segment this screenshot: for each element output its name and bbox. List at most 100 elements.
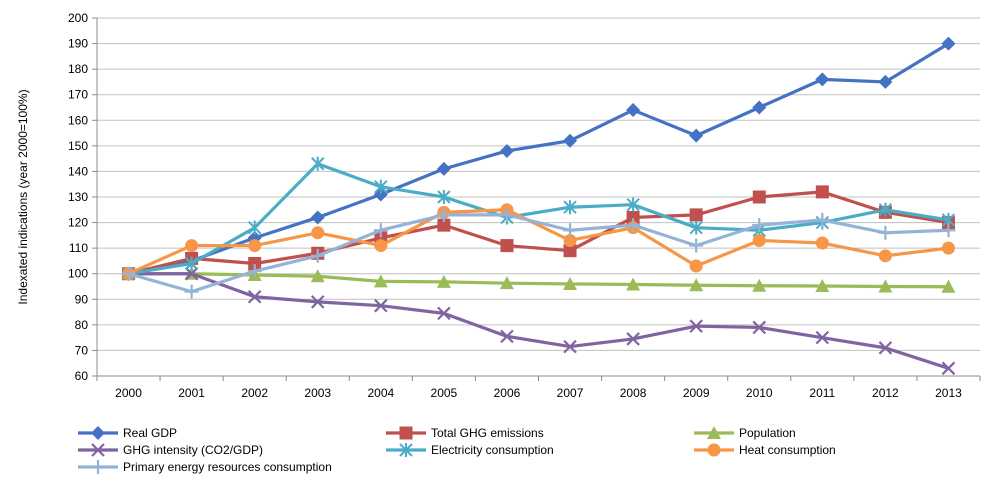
data-point: [500, 239, 514, 253]
data-point: [184, 266, 199, 281]
y-axis-label: Indexated indications (year 2000=100%): [16, 89, 30, 304]
legend-marker: [707, 426, 721, 439]
series-line: [128, 272, 949, 289]
data-point: [626, 332, 640, 346]
legend-marker: [399, 443, 413, 457]
x-tick-label: 2007: [557, 386, 584, 400]
series-line: [128, 272, 949, 370]
data-point: [311, 226, 325, 240]
legend-label: Heat consumption: [739, 443, 836, 457]
series-ghg-intensity-co2-gdp: [121, 266, 956, 376]
data-point: [941, 36, 956, 51]
y-tick-label: 70: [75, 343, 89, 357]
series-primary-energy-resources-consumption: [121, 207, 956, 299]
y-tick-label: 150: [68, 139, 88, 153]
data-point: [436, 274, 451, 288]
data-point: [878, 225, 893, 240]
data-point: [878, 202, 893, 217]
y-tick-label: 120: [68, 216, 88, 230]
y-tick-label: 140: [68, 164, 88, 178]
data-point: [248, 239, 262, 253]
data-point: [815, 330, 830, 345]
data-point: [499, 143, 514, 158]
data-point: [626, 103, 641, 118]
data-point: [563, 223, 578, 238]
data-point: [689, 220, 703, 235]
legend-item-primary-energy-resources-consumption: Primary energy resources consumption: [78, 460, 332, 474]
data-point: [563, 276, 578, 290]
legend-label: GHG intensity (CO2/GDP): [123, 443, 263, 457]
legend-label: Population: [739, 426, 796, 440]
data-point: [247, 220, 262, 235]
data-point: [878, 74, 893, 89]
series-line: [128, 162, 949, 276]
x-tick-label: 2002: [241, 386, 268, 400]
data-point: [563, 133, 578, 148]
data-point: [437, 306, 451, 321]
x-tick-labels: 2000 2001 2002 2003 2004 2005 2006 2007 2008 2009…: [115, 386, 962, 400]
legend-item-heat-consumption: Heat consumption: [694, 443, 836, 457]
data-point: [310, 295, 325, 309]
data-point: [752, 320, 767, 335]
data-point: [689, 278, 704, 292]
x-tick-label: 2000: [115, 386, 142, 400]
data-point: [752, 100, 767, 115]
data-point: [941, 223, 956, 238]
x-tick-label: 2013: [935, 386, 962, 400]
data-point: [941, 241, 955, 255]
data-point: [499, 207, 514, 222]
y-tick-label: 60: [75, 369, 89, 383]
data-point: [247, 289, 262, 304]
data-point: [752, 218, 767, 233]
data-point: [310, 269, 325, 283]
legend-marker: [399, 426, 413, 440]
series-line: [128, 42, 950, 276]
data-point: [815, 72, 830, 87]
data-point: [437, 190, 451, 204]
legend-item-ghg-intensity-co2-gdp: GHG intensity (CO2/GDP): [78, 443, 263, 457]
data-point: [121, 266, 136, 281]
data-point: [815, 213, 830, 228]
data-point: [941, 279, 956, 293]
data-point: [626, 277, 641, 291]
x-tick-label: 2012: [872, 386, 899, 400]
legend-label: Total GHG emissions: [431, 426, 544, 440]
data-point: [752, 190, 766, 204]
series-line: [128, 213, 949, 294]
y-tick-label: 130: [68, 190, 88, 204]
legend-item-electricity-consumption: Electricity consumption: [386, 443, 554, 457]
data-point: [310, 248, 325, 263]
legend-label: Primary energy resources consumption: [123, 460, 332, 474]
legend-marker: [91, 426, 105, 440]
series-line: [128, 190, 949, 276]
data-point: [689, 238, 704, 253]
y-tick-label: 110: [69, 241, 88, 255]
x-tick-label: 2001: [178, 386, 205, 400]
y-tick-label: 190: [68, 37, 88, 51]
y-tick-label: 100: [68, 267, 88, 281]
legend-item-total-ghg-emissions: Total GHG emissions: [386, 426, 544, 440]
x-tick-label: 2009: [683, 386, 710, 400]
data-point: [815, 236, 829, 250]
legend-label: Electricity consumption: [431, 443, 554, 457]
data-point: [689, 319, 703, 333]
x-tick-label: 2003: [304, 386, 331, 400]
y-tick-labels: 60 70 80 90 100 110 120 130 140 150 160 170 180 190 20…: [68, 11, 88, 383]
legend-item-population: Population: [694, 426, 796, 440]
series-population: [121, 266, 956, 293]
data-point: [563, 244, 577, 258]
data-point: [374, 179, 388, 194]
y-tick-label: 200: [68, 11, 88, 25]
data-point: [878, 249, 892, 263]
x-tick-label: 2005: [431, 386, 458, 400]
y-tick-label: 80: [75, 318, 89, 332]
series-group: [121, 36, 956, 376]
data-point: [499, 276, 514, 290]
data-point: [941, 361, 956, 376]
x-tick-label: 2010: [746, 386, 773, 400]
data-point: [689, 128, 704, 143]
data-point: [437, 218, 451, 232]
data-point: [626, 197, 640, 212]
data-point: [563, 200, 577, 215]
